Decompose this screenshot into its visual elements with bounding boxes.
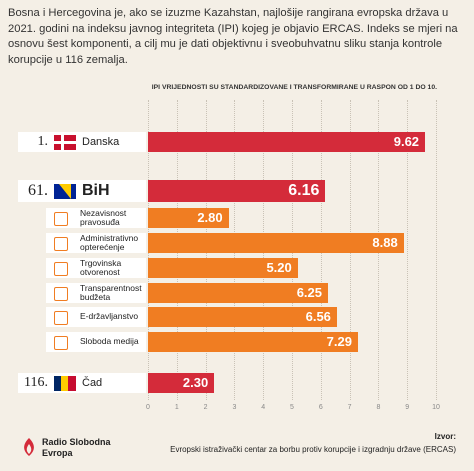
category-label: Trgovinska otvorenost — [80, 257, 122, 277]
x-tick-label: 2 — [203, 404, 208, 411]
grid-line — [407, 100, 409, 400]
x-tick-label: 3 — [232, 404, 237, 411]
value-label: 9.62 — [393, 134, 420, 149]
category-label: Transparentnost budžeta — [80, 282, 142, 302]
rank: 61. — [28, 182, 48, 199]
bar: 2.30 — [148, 373, 215, 393]
category-label: BiH — [82, 182, 110, 199]
rank: 1. — [37, 134, 49, 149]
x-tick-label: 1 — [174, 404, 179, 411]
bar: 8.88 — [148, 233, 404, 253]
label-panel — [18, 373, 146, 393]
component-icon — [54, 287, 68, 301]
bar: 5.20 — [148, 258, 298, 278]
flag — [54, 134, 76, 150]
x-tick-label: 9 — [405, 404, 410, 411]
category-label: Čad — [82, 377, 103, 389]
x-tick-label: 4 — [261, 404, 266, 411]
component-icon — [54, 237, 68, 251]
value-label: 6.56 — [305, 309, 331, 324]
x-tick-label: 5 — [290, 404, 294, 411]
component-icon — [54, 262, 68, 276]
flag — [54, 375, 76, 391]
x-tick-label: 10 — [432, 404, 440, 411]
category-label: Sloboda medija — [80, 336, 139, 347]
label-panel — [46, 258, 146, 278]
bar: 2.80 — [148, 208, 229, 228]
component-icon — [54, 212, 68, 226]
value-label: 5.20 — [266, 260, 292, 275]
source: Evropski istraživački centar za borbu pr… — [170, 445, 456, 454]
bar: 6.56 — [148, 307, 337, 327]
category-label: E-državljanstvo — [80, 311, 139, 322]
rank: 116. — [24, 375, 48, 390]
value-label: 2.80 — [197, 210, 223, 225]
category-label: Administrativno opterećenje — [80, 232, 139, 252]
value-label: 6.25 — [296, 285, 322, 300]
label-panel — [46, 307, 146, 327]
source-label: Izvor: — [434, 432, 456, 441]
flag — [54, 183, 76, 199]
label-panel — [18, 180, 146, 202]
component-icon — [54, 336, 68, 350]
component-icon — [54, 311, 68, 325]
value-label: 7.29 — [326, 334, 352, 349]
category-label: Danska — [82, 136, 120, 148]
label-panel — [18, 132, 146, 152]
label-panel — [46, 332, 146, 352]
bar: 6.16 — [148, 180, 326, 202]
logo: Radio Slobodna Evropa — [42, 437, 111, 458]
bar: 6.25 — [148, 283, 328, 303]
x-tick-label: 0 — [146, 404, 150, 411]
bar: 9.62 — [148, 132, 426, 152]
label-panel — [46, 233, 146, 253]
x-tick-label: 8 — [376, 404, 381, 411]
logo-icon — [24, 438, 34, 456]
label-panel — [46, 208, 146, 228]
category-label: Nezavisnost pravosuđa — [80, 207, 127, 227]
label-panel — [46, 283, 146, 303]
value-label: 2.30 — [182, 375, 209, 390]
value-label: 8.88 — [372, 235, 398, 250]
x-tick-label: 6 — [318, 404, 323, 411]
grid-line — [436, 100, 437, 400]
intro: Bosna i Hercegovina je, ako se izuzme Ka… — [8, 7, 458, 66]
value-label: 6.16 — [288, 182, 320, 199]
axis-title: IPI VRIJEDNOSTI SU STANDARDIZOVANE I TRA… — [151, 84, 437, 91]
bar: 7.29 — [148, 332, 358, 352]
x-tick-label: 7 — [347, 404, 352, 411]
